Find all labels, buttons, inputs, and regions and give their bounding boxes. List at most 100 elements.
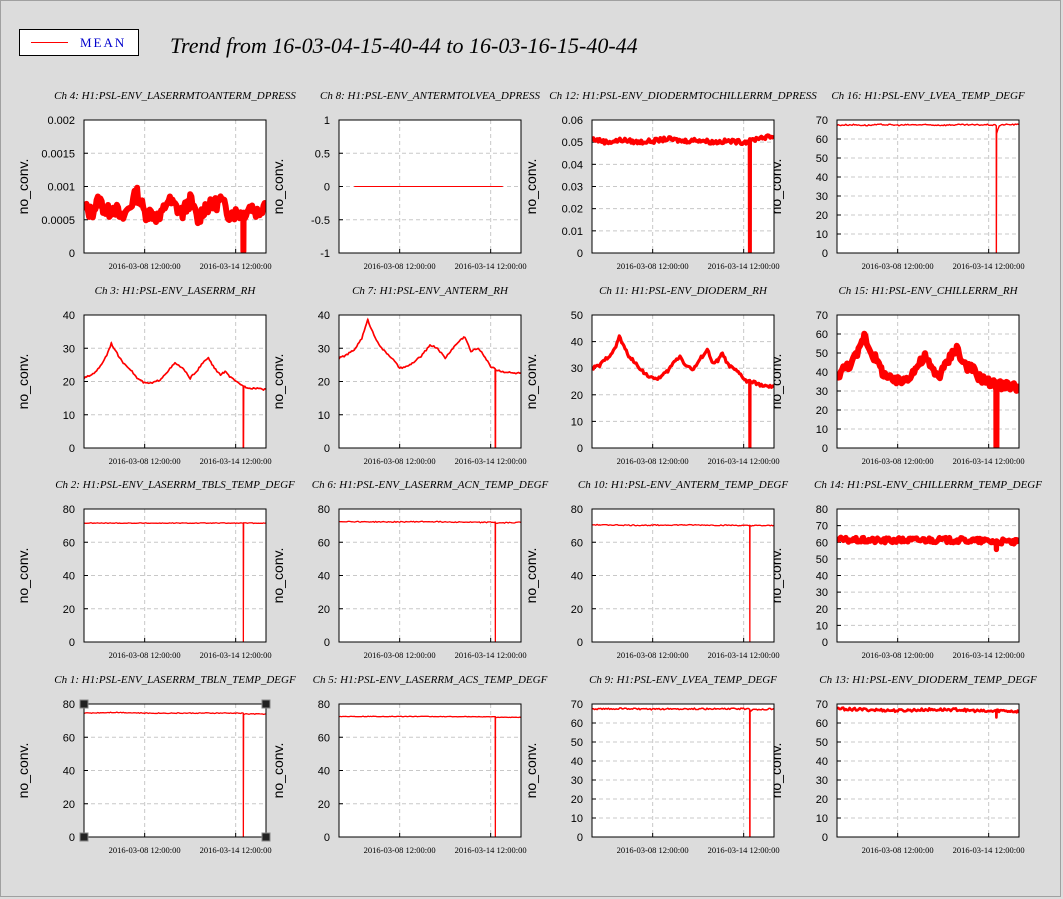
y-axis-label: no_conv. bbox=[270, 743, 286, 799]
y-tick-label: 40 bbox=[571, 337, 583, 349]
y-tick-label: 80 bbox=[63, 504, 75, 516]
x-tick-label: 2016-03-08 12:00:00 bbox=[617, 456, 689, 466]
y-tick-label: 80 bbox=[318, 699, 330, 711]
y-tick-label: 30 bbox=[816, 386, 828, 398]
y-tick-label: 80 bbox=[816, 504, 828, 516]
plot-area bbox=[592, 704, 774, 837]
y-tick-label: 30 bbox=[318, 343, 330, 355]
y-tick-label: 10 bbox=[816, 813, 828, 825]
x-tick-label: 2016-03-08 12:00:00 bbox=[617, 650, 689, 660]
y-tick-label: 20 bbox=[816, 604, 828, 616]
y-tick-label: 0.02 bbox=[562, 204, 583, 216]
x-tick-label: 2016-03-08 12:00:00 bbox=[862, 845, 934, 855]
y-axis-label: no_conv. bbox=[523, 548, 539, 604]
x-tick-label: 2016-03-08 12:00:00 bbox=[364, 456, 436, 466]
plot-frame bbox=[338, 314, 522, 449]
legend: MEAN bbox=[19, 29, 139, 56]
x-tick-label: 2016-03-14 12:00:00 bbox=[455, 456, 527, 466]
y-tick-label: 0 bbox=[324, 443, 330, 455]
y-tick-label: 50 bbox=[816, 554, 828, 566]
plot-frame bbox=[836, 119, 1020, 254]
x-tick-label: 2016-03-14 12:00:00 bbox=[200, 650, 272, 660]
chart-title: Ch 12: H1:PSL-ENV_DIODERMTOCHILLERRM_DPR… bbox=[549, 90, 817, 102]
y-tick-label: 0 bbox=[69, 443, 75, 455]
y-tick-label: 30 bbox=[571, 363, 583, 375]
y-tick-label: 0 bbox=[69, 832, 75, 844]
series-line bbox=[592, 707, 774, 837]
y-tick-label: 40 bbox=[816, 571, 828, 583]
x-tick-label: 2016-03-08 12:00:00 bbox=[364, 845, 436, 855]
y-tick-label: 0 bbox=[577, 248, 583, 260]
plot-frame bbox=[83, 508, 267, 643]
chart-title: Ch 1: H1:PSL-ENV_LASERRM_TBLN_TEMP_DEGF bbox=[54, 674, 296, 686]
chart-title: Ch 2: H1:PSL-ENV_LASERRM_TBLS_TEMP_DEGF bbox=[55, 479, 295, 491]
x-tick-label: 2016-03-08 12:00:00 bbox=[109, 845, 181, 855]
series-line bbox=[837, 123, 1019, 253]
y-tick-label: 80 bbox=[318, 504, 330, 516]
x-tick-label: 2016-03-08 12:00:00 bbox=[617, 261, 689, 271]
chart-panel: 0 10 20 30 40 50 60 70 80 2016-03-08 12:00:00 2016… bbox=[768, 479, 1042, 660]
y-tick-label: 20 bbox=[63, 604, 75, 616]
y-tick-label: 70 bbox=[816, 310, 828, 322]
y-tick-label: 30 bbox=[63, 343, 75, 355]
y-tick-label: 60 bbox=[571, 537, 583, 549]
selection-handle[interactable] bbox=[261, 699, 271, 709]
y-tick-label: 60 bbox=[816, 718, 828, 730]
y-tick-label: 10 bbox=[318, 410, 330, 422]
x-tick-label: 2016-03-14 12:00:00 bbox=[953, 261, 1025, 271]
y-tick-label: 40 bbox=[318, 571, 330, 583]
plot-area bbox=[837, 704, 1019, 837]
chart-panel: -1 -0.5 0 0.5 1 2016-03-08 12:00:00 2016-03-14… bbox=[270, 90, 540, 271]
y-tick-label: 60 bbox=[816, 134, 828, 146]
plot-frame bbox=[591, 314, 775, 449]
plot-frame bbox=[338, 508, 522, 643]
chart-panel: 0 10 20 30 40 50 60 70 2016-03-08 12:00:00 2016-0… bbox=[768, 90, 1025, 271]
plot-frame bbox=[83, 119, 267, 254]
x-tick-label: 2016-03-14 12:00:00 bbox=[708, 456, 780, 466]
chart-panel: 0 20 40 60 80 2016-03-08 12:00:00 2016-03-14 1… bbox=[523, 479, 788, 660]
y-tick-label: 10 bbox=[816, 229, 828, 241]
legend-label: MEAN bbox=[80, 35, 127, 50]
chart-panel: 0 20 40 60 80 2016-03-08 12:00:00 2016-03-14 1… bbox=[270, 479, 549, 660]
chart-title: Ch 15: H1:PSL-ENV_CHILLERRM_RH bbox=[838, 285, 1018, 297]
y-tick-label: 80 bbox=[63, 699, 75, 711]
x-tick-label: 2016-03-14 12:00:00 bbox=[708, 261, 780, 271]
y-tick-label: 0 bbox=[324, 832, 330, 844]
y-tick-label: 1 bbox=[324, 115, 330, 127]
y-axis-label: no_conv. bbox=[15, 354, 31, 410]
y-tick-label: 0.01 bbox=[562, 226, 583, 238]
y-tick-label: 20 bbox=[571, 604, 583, 616]
y-tick-label: 80 bbox=[571, 504, 583, 516]
selection-handle[interactable] bbox=[261, 832, 271, 842]
y-tick-label: 40 bbox=[63, 310, 75, 322]
chart-title: Ch 9: H1:PSL-ENV_LVEA_TEMP_DEGF bbox=[589, 674, 777, 686]
y-tick-label: 40 bbox=[816, 172, 828, 184]
y-tick-label: 0 bbox=[324, 182, 330, 194]
y-axis-label: no_conv. bbox=[270, 159, 286, 215]
y-tick-label: 30 bbox=[816, 191, 828, 203]
chart-title: Ch 10: H1:PSL-ENV_ANTERM_TEMP_DEGF bbox=[578, 479, 788, 491]
y-tick-label: 10 bbox=[63, 410, 75, 422]
chart-panel: 0 10 20 30 40 50 2016-03-08 12:00:00 2016-03-14… bbox=[523, 285, 780, 466]
y-tick-label: 0.06 bbox=[562, 115, 583, 127]
y-tick-label: -0.5 bbox=[311, 215, 330, 227]
plot-frame bbox=[591, 703, 775, 838]
y-tick-label: 60 bbox=[571, 718, 583, 730]
y-tick-label: 10 bbox=[816, 620, 828, 632]
x-tick-label: 2016-03-08 12:00:00 bbox=[109, 650, 181, 660]
plot-area bbox=[837, 120, 1019, 253]
legend-line-swatch bbox=[31, 42, 68, 43]
y-axis-label: no_conv. bbox=[523, 743, 539, 799]
chart-panel: 0 20 40 60 80 2016-03-08 12:00:00 2016-03-14 1… bbox=[270, 674, 548, 855]
y-axis-label: no_conv. bbox=[523, 354, 539, 410]
selection-handle[interactable] bbox=[79, 699, 89, 709]
y-tick-label: 60 bbox=[318, 732, 330, 744]
plot-frame bbox=[591, 119, 775, 254]
y-tick-label: 0.002 bbox=[47, 115, 75, 127]
y-tick-label: 40 bbox=[318, 310, 330, 322]
plot-frame bbox=[836, 703, 1020, 838]
selection-handle[interactable] bbox=[79, 832, 89, 842]
x-tick-label: 2016-03-14 12:00:00 bbox=[200, 845, 272, 855]
series-line bbox=[339, 520, 521, 642]
